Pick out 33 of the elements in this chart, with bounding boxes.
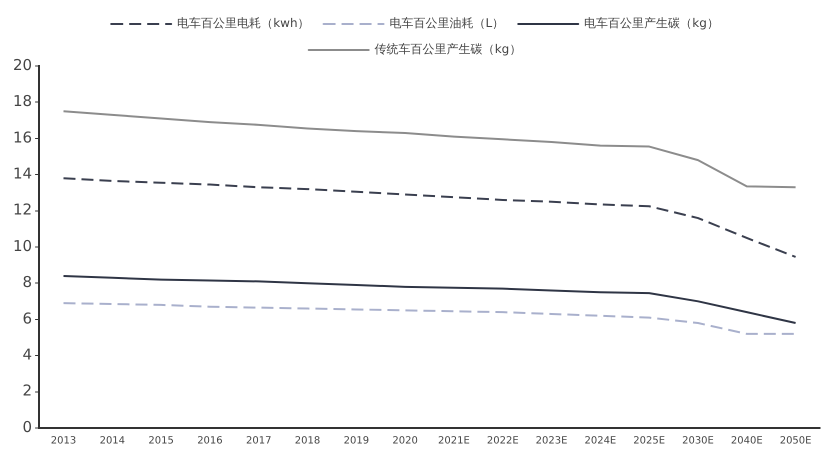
y-tick-label: 14 <box>12 164 32 182</box>
y-tick-label: 4 <box>22 345 32 364</box>
line-series <box>62 302 797 335</box>
y-tick-label: 16 <box>12 128 32 146</box>
x-tick-label: 2014 <box>100 436 126 447</box>
x-tick-label: 2022E <box>486 436 519 447</box>
legend-label: 电车百公里电耗（kwh） <box>177 16 310 30</box>
x-tick-label: 2013 <box>50 436 76 447</box>
x-tick-label: 2025E <box>633 436 666 447</box>
y-tick-label: 10 <box>12 236 32 255</box>
y-tick-label: 6 <box>22 309 32 328</box>
x-tick-label: 2023E <box>536 436 568 447</box>
x-tick-label: 2019 <box>344 436 370 447</box>
y-tick-label: 2 <box>22 382 32 400</box>
line-series <box>62 177 797 258</box>
x-tick-label: 2021E <box>438 436 470 447</box>
x-tick-label: 2030E <box>682 436 714 447</box>
x-tick-label: 2018 <box>294 436 320 447</box>
y-tick-label: 18 <box>12 92 32 110</box>
legend-label: 传统车百公里产生碳（kg） <box>374 42 522 56</box>
x-tick-label: 2020 <box>392 436 418 447</box>
x-tick-label: 2024E <box>584 436 616 447</box>
y-tick-label: 20 <box>12 56 32 74</box>
y-tick-label: 12 <box>12 200 32 219</box>
x-tick-label: 2016 <box>197 436 223 447</box>
x-tick-label: 2050E <box>780 436 812 447</box>
y-tick-label: 8 <box>22 273 32 292</box>
x-tick-label: 2015 <box>148 436 174 447</box>
legend-label: 电车百公里产生碳（kg） <box>584 16 719 30</box>
x-tick-label: 2040E <box>730 436 763 447</box>
legend-label: 电车百公里油耗（L） <box>390 16 504 30</box>
y-tick-label: 0 <box>22 418 32 436</box>
x-tick-label: 2017 <box>246 436 272 447</box>
